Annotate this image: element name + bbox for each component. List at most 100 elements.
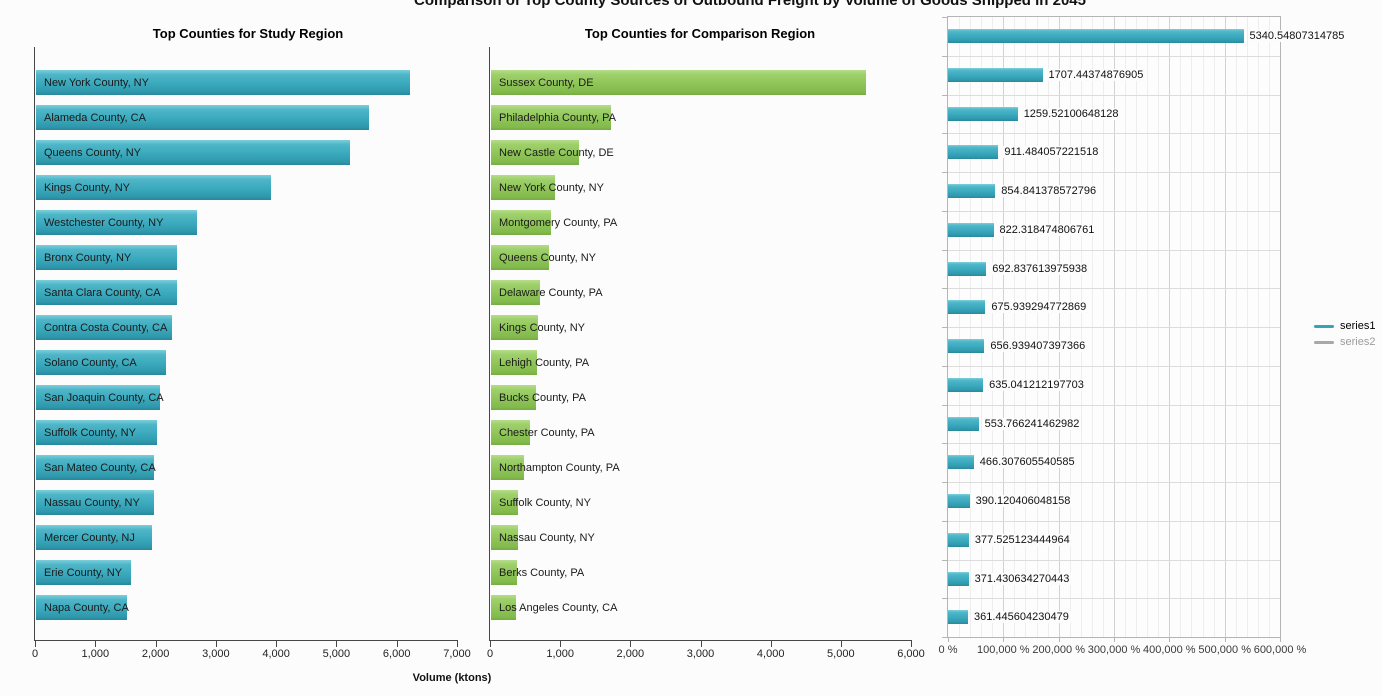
x-tick-label: 2,000: [141, 648, 170, 660]
bar-new-castle-county-de[interactable]: New Castle County, DE: [491, 140, 614, 165]
y-tick: [942, 288, 947, 290]
category-label: Bucks County, PA: [499, 391, 587, 404]
legend-item-series1[interactable]: series1: [1314, 318, 1375, 334]
bar-suffolk-county-ny[interactable]: Suffolk County, NY: [36, 420, 158, 445]
bar-westchester-county-ny[interactable]: Westchester County, NY: [36, 210, 197, 235]
bar-queens-county-ny[interactable]: Queens County, NY: [36, 140, 351, 165]
bar-chester-county-pa[interactable]: Chester County, PA: [491, 420, 595, 445]
bar-nassau-county-ny[interactable]: Nassau County, NY: [36, 490, 154, 515]
x-tick: [911, 641, 912, 647]
bar-montgomery-county-pa[interactable]: Montgomery County, PA: [491, 210, 617, 235]
category-label: Queens County, NY: [499, 251, 597, 264]
x-tick-label: 2,000: [616, 648, 645, 660]
x-tick-label: 5,000: [827, 648, 855, 660]
bar-sussex-county-de[interactable]: Sussex County, DE: [491, 70, 866, 95]
bar-erie-county-ny[interactable]: Erie County, NY: [36, 560, 131, 585]
ratio-bar-6[interactable]: [948, 222, 994, 237]
legend-swatch: [1314, 324, 1334, 328]
band-gridline: [948, 520, 1280, 522]
bar-berks-county-pa[interactable]: Berks County, PA: [491, 560, 584, 585]
bar-kings-county-ny[interactable]: Kings County, NY: [491, 315, 585, 340]
ratio-bar-5[interactable]: [948, 184, 996, 198]
band-gridline: [948, 55, 1280, 57]
bar-new-york-county-ny[interactable]: New York County, NY: [36, 70, 410, 95]
band-gridline: [948, 172, 1280, 173]
x-tick-label: 0: [486, 648, 494, 660]
bar-los-angeles-county-ca[interactable]: Los Angeles County, CA: [491, 595, 617, 620]
ratio-bar-2[interactable]: [948, 67, 1043, 82]
x-tick: [336, 641, 338, 647]
x-tick: [560, 641, 562, 647]
x-tick: [155, 641, 157, 647]
ratio-bar-15[interactable]: [948, 571, 969, 586]
category-label: Queens County, NY: [44, 146, 142, 159]
ratio-bar-9[interactable]: [948, 339, 985, 353]
bar-lehigh-county-pa[interactable]: Lehigh County, PA: [491, 350, 589, 375]
legend-item-series2[interactable]: series2: [1314, 334, 1375, 350]
ratio-bar-8[interactable]: [948, 300, 986, 315]
y-tick: [942, 249, 947, 251]
x-axis-title: Volume (ktons): [412, 672, 492, 684]
bar-value-label: 692.837613975938: [990, 262, 1090, 275]
legend-swatch: [1314, 340, 1334, 344]
x-tick-label: 600,000 %: [1253, 644, 1307, 656]
bar-value-label: 371.430634270443: [972, 572, 1072, 585]
y-tick: [942, 133, 947, 135]
bar-suffolk-county-ny[interactable]: Suffolk County, NY: [491, 490, 591, 515]
bar-nassau-county-ny[interactable]: Nassau County, NY: [491, 525, 595, 550]
bar-santa-clara-county-ca[interactable]: Santa Clara County, CA: [36, 280, 177, 305]
category-label: Santa Clara County, CA: [44, 286, 161, 299]
bar-value-label: 1259.52100648128: [1021, 107, 1121, 120]
ratio-bar-13[interactable]: [948, 494, 970, 508]
legend-label: series2: [1340, 336, 1376, 348]
x-tick: [1169, 638, 1171, 642]
ratio-bar-1[interactable]: [948, 29, 1244, 43]
x-tick-label: 400,000 %: [1142, 644, 1196, 656]
bar-value-label: 656.939407397366: [988, 340, 1088, 352]
ratio-bar-4[interactable]: [948, 145, 999, 160]
x-tick: [840, 641, 842, 647]
x-tick: [1058, 638, 1060, 642]
bar-queens-county-ny[interactable]: Queens County, NY: [491, 245, 596, 270]
ratio-bar-3[interactable]: [948, 106, 1018, 121]
x-tick-label: 500,000 %: [1198, 644, 1251, 656]
bar-value-label: 635.041212197703: [987, 378, 1086, 391]
bar-value-label: 390.120406048158: [973, 495, 1073, 507]
bar-san-mateo-county-ca[interactable]: San Mateo County, CA: [36, 455, 156, 480]
ratio-bar-10[interactable]: [948, 377, 984, 392]
category-label: San Mateo County, CA: [44, 461, 156, 474]
bar-philadelphia-county-pa[interactable]: Philadelphia County, PA: [491, 105, 616, 130]
bar-delaware-county-pa[interactable]: Delaware County, PA: [491, 280, 603, 305]
ratio-bar-14[interactable]: [948, 532, 969, 547]
bar-new-york-county-ny[interactable]: New York County, NY: [491, 175, 604, 200]
y-tick: [942, 637, 947, 638]
bar-northampton-county-pa[interactable]: Northampton County, PA: [491, 455, 620, 480]
ratio-bar-11[interactable]: [948, 416, 979, 431]
band-gridline: [948, 94, 1280, 96]
ratio-bar-16[interactable]: [948, 610, 968, 625]
bar-mercer-county-nj[interactable]: Mercer County, NJ: [36, 525, 153, 550]
band-gridline: [948, 327, 1280, 328]
category-label: Bronx County, NY: [44, 251, 132, 264]
ratio-bar-7[interactable]: [948, 261, 987, 276]
bar-bronx-county-ny[interactable]: Bronx County, NY: [36, 245, 178, 270]
y-tick: [942, 210, 947, 212]
bar-san-joaquin-county-ca[interactable]: San Joaquin County, CA: [36, 385, 164, 410]
bar-napa-county-ca[interactable]: Napa County, CA: [36, 595, 129, 620]
bar-alameda-county-ca[interactable]: Alameda County, CA: [36, 105, 369, 130]
bar-solano-county-ca[interactable]: Solano County, CA: [36, 350, 166, 375]
category-label: New Castle County, DE: [499, 146, 614, 159]
bar-bucks-county-pa[interactable]: Bucks County, PA: [491, 385, 586, 410]
category-label: Kings County, NY: [44, 181, 131, 194]
category-label: Suffolk County, NY: [499, 496, 591, 509]
category-label: Lehigh County, PA: [499, 356, 590, 369]
bar-kings-county-ny[interactable]: Kings County, NY: [36, 175, 272, 200]
ratio-bar-12[interactable]: [948, 455, 974, 470]
comparison-chart-title: Top Counties for Comparison Region: [584, 26, 816, 41]
y-tick: [942, 17, 947, 18]
x-tick-label: 100,000 %: [976, 644, 1030, 656]
category-label: Suffolk County, NY: [44, 426, 136, 439]
bar-contra-costa-county-ca[interactable]: Contra Costa County, CA: [36, 315, 173, 340]
x-tick-label: 0: [31, 648, 39, 660]
y-tick: [942, 482, 947, 483]
